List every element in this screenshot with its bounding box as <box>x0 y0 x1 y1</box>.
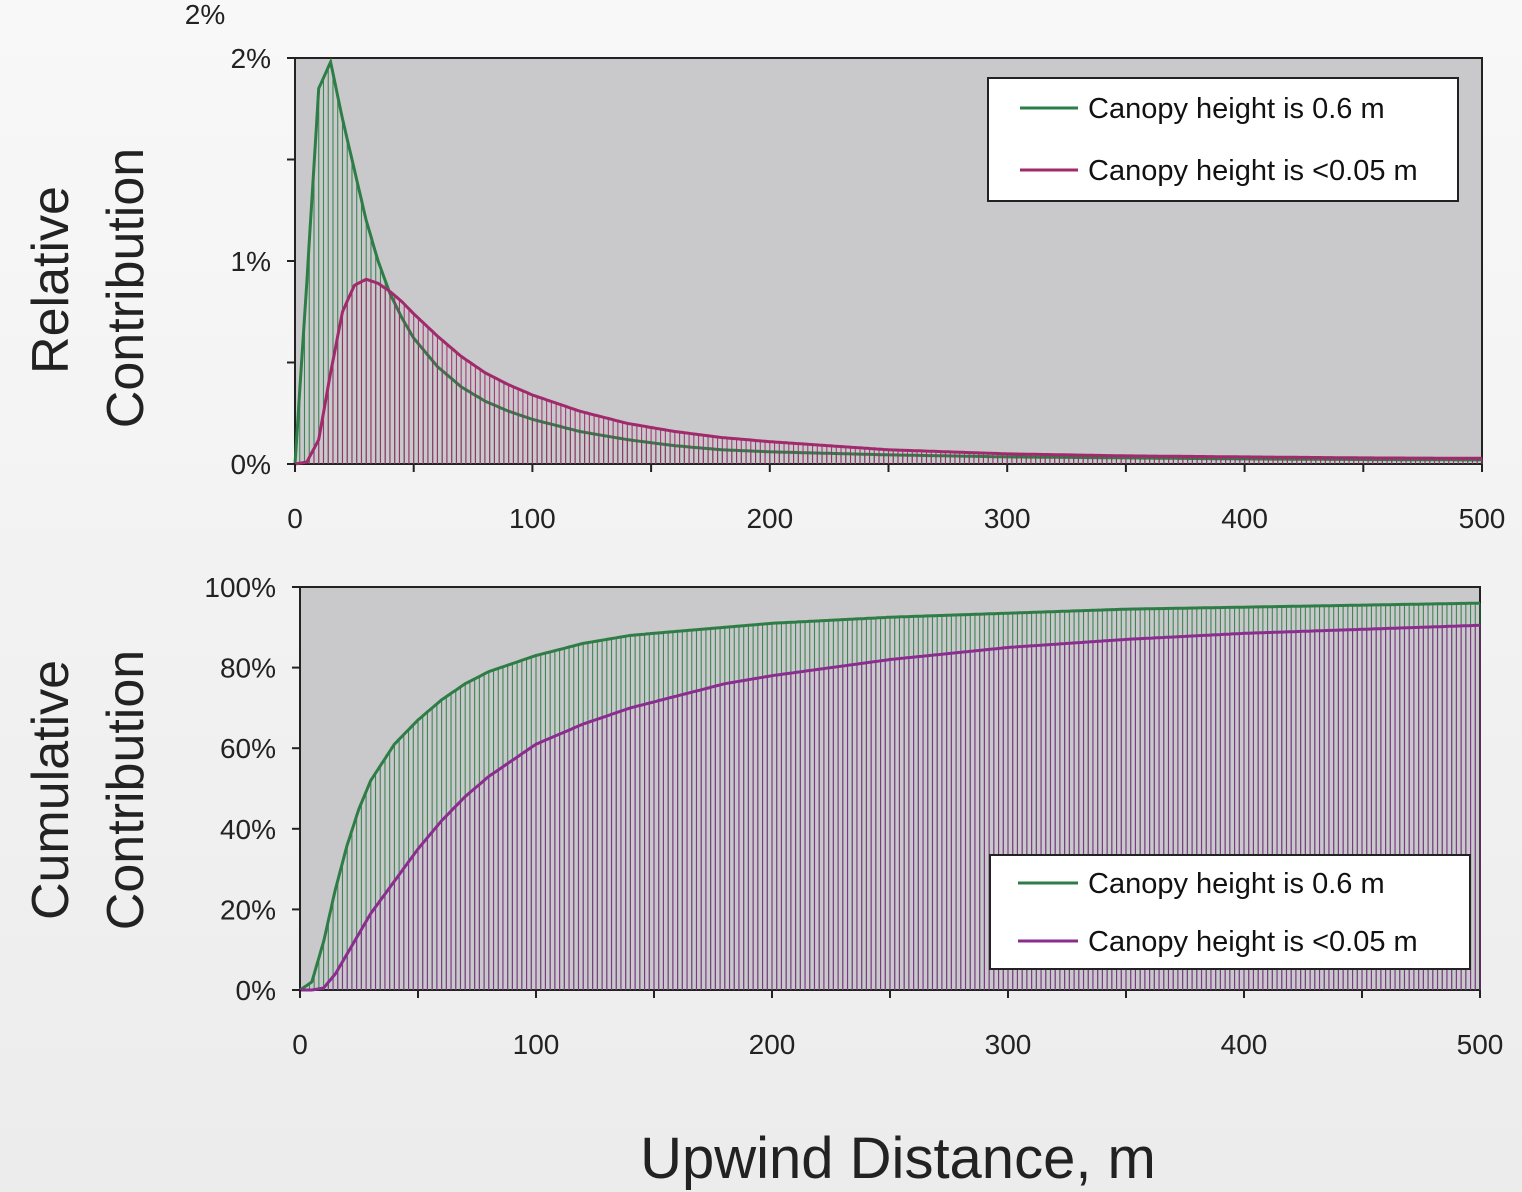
relative-contribution-chart: 0 100 200 300 400 500 0% 1% 2% Relative Contribu… <box>22 43 1505 534</box>
ylabel-bottom-line1: Cumulative <box>22 660 80 920</box>
legend-top: Canopy height is 0.6 m Canopy height is … <box>987 77 1459 202</box>
series-line-0 <box>299 601 1481 992</box>
axes-bottom: 0 100 200 300 400 500 0% 20% 40% 60% 80% 100% <box>204 572 1503 1060</box>
y-tick-label-4: 80% <box>220 653 276 684</box>
legend-top-label-0: Canopy height is 0.6 m <box>1088 93 1385 125</box>
x-tick-label-0: 0 <box>292 1029 308 1060</box>
series-canopy-lt-0-05m-relative <box>294 277 1483 466</box>
x-tick-label-0: 0 <box>287 503 303 534</box>
x-tick-label-2: 200 <box>746 503 793 534</box>
x-tick-label-3: 300 <box>985 1029 1032 1060</box>
x-tick-label-1: 100 <box>509 503 556 534</box>
legend-bottom-box <box>989 854 1471 970</box>
clipped-top-label: 2% <box>185 0 225 30</box>
ylabel-top-line2: Contribution <box>97 148 155 428</box>
x-tick-label-4: 400 <box>1221 1029 1268 1060</box>
legend-bottom-label-0: Canopy height is 0.6 m <box>1088 868 1385 900</box>
x-tick-label-4: 400 <box>1221 503 1268 534</box>
x-tick-label-1: 100 <box>513 1029 560 1060</box>
xlabel: Upwind Distance, m <box>640 1126 1156 1191</box>
cumulative-contribution-chart: 0 100 200 300 400 500 0% 20% 40% 60% 80% 100% Cumul… <box>22 572 1503 1191</box>
y-tick-label-2: 40% <box>220 814 276 845</box>
x-tick-label-5: 500 <box>1459 503 1506 534</box>
axes-top: 0 100 200 300 400 500 0% 1% 2% <box>231 43 1506 534</box>
y-tick-label-1: 1% <box>231 246 271 277</box>
ylabel-bottom-line2: Contribution <box>97 650 155 930</box>
x-tick-label-2: 200 <box>749 1029 796 1060</box>
y-tick-label-1: 20% <box>220 894 276 925</box>
y-tick-label-3: 60% <box>220 733 276 764</box>
y-tick-label-2: 2% <box>231 43 271 74</box>
x-tick-label-5: 500 <box>1457 1029 1504 1060</box>
y-tick-label-0: 0% <box>236 975 276 1006</box>
y-tick-label-0: 0% <box>231 449 271 480</box>
legend-top-box <box>987 77 1459 202</box>
series-line-1 <box>300 623 1481 992</box>
legend-top-label-1: Canopy height is <0.05 m <box>1088 155 1418 187</box>
ylabel-top-line1: Relative <box>22 186 80 374</box>
x-tick-label-3: 300 <box>984 503 1031 534</box>
series-line-1 <box>294 277 1482 466</box>
legend-bottom: Canopy height is 0.6 m Canopy height is … <box>989 854 1471 970</box>
y-tick-label-5: 100% <box>204 572 276 603</box>
legend-bottom-label-1: Canopy height is <0.05 m <box>1088 926 1418 958</box>
